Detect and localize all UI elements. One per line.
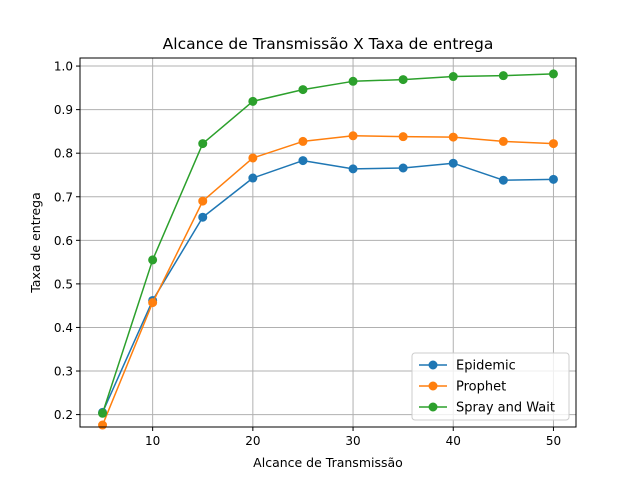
data-point-spray-and-wait <box>548 69 558 79</box>
data-point-prophet <box>148 298 158 308</box>
legend: Epidemic Prophet Spray and Wait <box>411 352 570 421</box>
x-tick-label: 10 <box>145 434 160 448</box>
data-point-epidemic <box>298 156 308 166</box>
data-point-prophet <box>98 420 108 430</box>
legend-marker-prophet <box>428 381 438 391</box>
data-point-epidemic <box>448 158 458 168</box>
series-line-spray-and-wait <box>101 73 554 414</box>
y-tick-label: 0.5 <box>54 277 73 291</box>
data-point-epidemic <box>248 173 258 183</box>
data-point-spray-and-wait <box>148 255 158 265</box>
data-point-epidemic <box>348 164 358 174</box>
x-tick-label: 40 <box>446 434 461 448</box>
data-point-epidemic <box>548 174 558 184</box>
data-point-prophet <box>548 139 558 149</box>
data-point-spray-and-wait <box>198 139 208 149</box>
legend-box <box>411 352 570 421</box>
series-line-prophet <box>101 135 554 426</box>
plot-frame <box>79 57 577 428</box>
x-tick-label: 20 <box>245 434 260 448</box>
x-tick-label: 50 <box>546 434 561 448</box>
x-tick-label: 30 <box>345 434 360 448</box>
chart-title: Alcance de Transmissão X Taxa de entrega <box>163 35 494 53</box>
data-point-spray-and-wait <box>248 96 258 106</box>
data-point-spray-and-wait <box>98 408 108 418</box>
data-point-epidemic <box>398 163 408 173</box>
legend-label-prophet: Prophet <box>456 380 506 395</box>
legend-label-spray-and-wait: Spray and Wait <box>456 401 555 416</box>
data-point-prophet <box>348 131 358 141</box>
data-point-spray-and-wait <box>448 72 458 82</box>
y-tick-label: 1.0 <box>54 60 73 74</box>
data-point-prophet <box>248 153 258 163</box>
y-tick-label: 0.6 <box>54 234 73 248</box>
legend-label-epidemic: Epidemic <box>456 359 516 374</box>
axis-ticks: 10 20 30 40 50 0.2 0.3 0.4 0.5 0.6 0.7 0.8 0.9 1.0 <box>54 60 561 448</box>
legend-marker-epidemic <box>428 360 438 370</box>
y-tick-label: 0.3 <box>54 365 73 379</box>
data-point-prophet <box>398 132 408 142</box>
data-point-spray-and-wait <box>298 85 308 95</box>
data-point-prophet <box>498 136 508 146</box>
y-tick-label: 0.7 <box>54 190 73 204</box>
y-tick-label: 0.4 <box>54 321 73 335</box>
data-point-epidemic <box>498 175 508 185</box>
y-tick-label: 0.8 <box>54 147 73 161</box>
y-axis-label: Taxa de entrega <box>28 192 43 294</box>
data-point-spray-and-wait <box>398 75 408 85</box>
data-point-epidemic <box>198 212 208 222</box>
series-line-epidemic <box>101 159 554 413</box>
data-point-spray-and-wait <box>498 71 508 81</box>
plot-series <box>98 69 558 430</box>
y-tick-label: 0.2 <box>54 408 73 422</box>
data-point-prophet <box>298 136 308 146</box>
data-point-spray-and-wait <box>348 76 358 86</box>
legend-marker-spray-and-wait <box>428 402 438 412</box>
x-axis-label: Alcance de Transmissão <box>253 455 403 470</box>
data-point-prophet <box>198 196 208 206</box>
y-tick-label: 0.9 <box>54 103 73 117</box>
data-point-prophet <box>448 132 458 142</box>
